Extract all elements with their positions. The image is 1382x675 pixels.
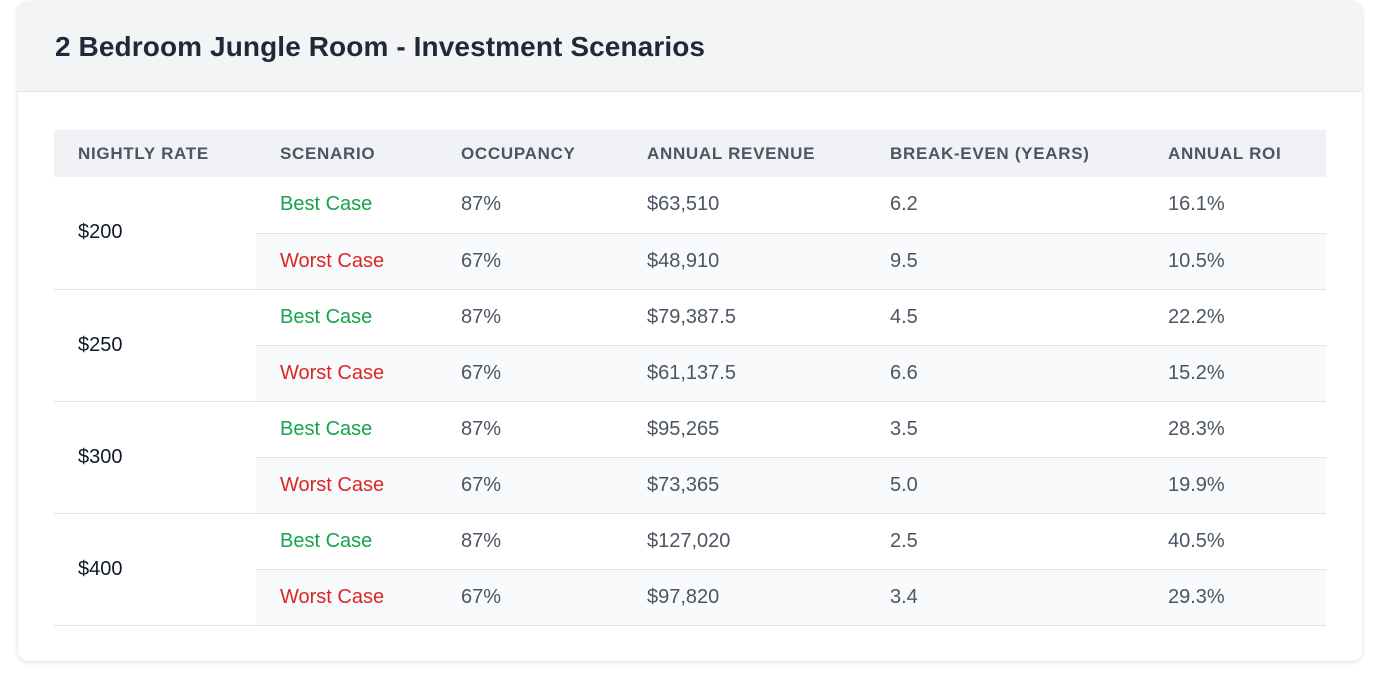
header-annual-revenue: ANNUAL REVENUE [623, 130, 866, 177]
occupancy-cell: 67% [437, 345, 623, 402]
table-row: Worst Case 67% $73,365 5.0 19.9% [54, 457, 1326, 514]
nightly-rate-cell: $400 [54, 513, 256, 626]
revenue-cell: $97,820 [623, 569, 866, 626]
roi-cell: 16.1% [1144, 177, 1326, 234]
breakeven-cell: 9.5 [866, 233, 1144, 290]
revenue-cell: $61,137.5 [623, 345, 866, 402]
breakeven-cell: 2.5 [866, 513, 1144, 570]
card-header: 2 Bedroom Jungle Room - Investment Scena… [18, 2, 1362, 92]
scenario-cell: Worst Case [256, 569, 437, 626]
header-scenario: SCENARIO [256, 130, 437, 177]
page-title: 2 Bedroom Jungle Room - Investment Scena… [55, 30, 706, 62]
table-row: Worst Case 67% $61,137.5 6.6 15.2% [54, 345, 1326, 402]
revenue-cell: $73,365 [623, 457, 866, 514]
investment-scenarios-card: 2 Bedroom Jungle Room - Investment Scena… [18, 2, 1362, 661]
header-occupancy: OCCUPANCY [437, 130, 623, 177]
table-row: $300 Best Case 87% $95,265 3.5 28.3% [54, 401, 1326, 514]
revenue-cell: $127,020 [623, 513, 866, 570]
occupancy-cell: 87% [437, 289, 623, 346]
occupancy-cell: 67% [437, 457, 623, 514]
table-header: NIGHTLY RATE SCENARIO OCCUPANCY ANNUAL R… [54, 130, 1326, 177]
nightly-rate-cell: $250 [54, 289, 256, 402]
roi-cell: 22.2% [1144, 289, 1326, 346]
header-break-even: BREAK-EVEN (YEARS) [866, 130, 1144, 177]
table-row: $250 Best Case 87% $79,387.5 4.5 22.2% [54, 289, 1326, 402]
header-annual-roi: ANNUAL ROI [1144, 130, 1326, 177]
scenario-cell: Best Case [256, 177, 437, 234]
roi-cell: 15.2% [1144, 345, 1326, 402]
table-row: Worst Case 67% $97,820 3.4 29.3% [54, 569, 1326, 626]
roi-cell: 28.3% [1144, 401, 1326, 458]
occupancy-cell: 67% [437, 569, 623, 626]
scenario-cell: Best Case [256, 289, 437, 346]
table-body: $200 Best Case 87% $63,510 6.2 16.1% Wor… [54, 177, 1326, 626]
nightly-rate-cell: $200 [54, 177, 256, 290]
roi-cell: 40.5% [1144, 513, 1326, 570]
roi-cell: 29.3% [1144, 569, 1326, 626]
occupancy-cell: 87% [437, 513, 623, 570]
roi-cell: 10.5% [1144, 233, 1326, 290]
revenue-cell: $95,265 [623, 401, 866, 458]
revenue-cell: $79,387.5 [623, 289, 866, 346]
nightly-rate-cell: $300 [54, 401, 256, 514]
occupancy-cell: 87% [437, 401, 623, 458]
scenario-cell: Best Case [256, 401, 437, 458]
table-row: $200 Best Case 87% $63,510 6.2 16.1% [54, 177, 1326, 290]
occupancy-cell: 67% [437, 233, 623, 290]
scenarios-table: NIGHTLY RATE SCENARIO OCCUPANCY ANNUAL R… [54, 130, 1326, 626]
revenue-cell: $48,910 [623, 233, 866, 290]
scenario-cell: Best Case [256, 513, 437, 570]
table-container: NIGHTLY RATE SCENARIO OCCUPANCY ANNUAL R… [54, 130, 1326, 626]
scenario-cell: Worst Case [256, 345, 437, 402]
scenario-cell: Worst Case [256, 457, 437, 514]
revenue-cell: $63,510 [623, 177, 866, 234]
breakeven-cell: 3.5 [866, 401, 1144, 458]
table-row: $400 Best Case 87% $127,020 2.5 40.5% [54, 513, 1326, 626]
scenario-cell: Worst Case [256, 233, 437, 290]
breakeven-cell: 4.5 [866, 289, 1144, 346]
header-nightly-rate: NIGHTLY RATE [54, 130, 256, 177]
roi-cell: 19.9% [1144, 457, 1326, 514]
header-row: NIGHTLY RATE SCENARIO OCCUPANCY ANNUAL R… [54, 130, 1326, 177]
breakeven-cell: 5.0 [866, 457, 1144, 514]
breakeven-cell: 6.2 [866, 177, 1144, 234]
breakeven-cell: 3.4 [866, 569, 1144, 626]
table-row: Worst Case 67% $48,910 9.5 10.5% [54, 233, 1326, 290]
breakeven-cell: 6.6 [866, 345, 1144, 402]
occupancy-cell: 87% [437, 177, 623, 234]
